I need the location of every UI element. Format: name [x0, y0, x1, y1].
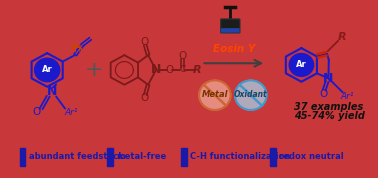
Text: H: H: [74, 44, 81, 54]
Circle shape: [35, 58, 60, 82]
Circle shape: [235, 80, 266, 110]
Text: N: N: [323, 72, 334, 85]
FancyBboxPatch shape: [221, 19, 240, 33]
Bar: [181, 148, 187, 166]
Text: C-H functionalization: C-H functionalization: [191, 152, 291, 161]
Text: Ar¹: Ar¹: [340, 92, 354, 101]
Text: Metal: Metal: [201, 90, 228, 99]
Text: O: O: [33, 107, 41, 117]
Text: O: O: [166, 65, 174, 75]
Text: 37 examples: 37 examples: [294, 102, 364, 112]
Text: abundant feedstock: abundant feedstock: [29, 152, 124, 161]
Text: Ar: Ar: [296, 60, 307, 69]
Bar: [270, 148, 276, 166]
Text: Ar: Ar: [42, 66, 53, 74]
Text: Eosin Y: Eosin Y: [213, 44, 255, 54]
Text: O: O: [141, 93, 149, 103]
Circle shape: [199, 80, 231, 110]
Text: +: +: [85, 60, 103, 80]
Text: N: N: [151, 64, 161, 77]
Text: R: R: [193, 65, 201, 75]
Text: N: N: [47, 85, 58, 98]
Text: 45-74% yield: 45-74% yield: [294, 111, 364, 121]
Bar: [20, 148, 25, 166]
FancyBboxPatch shape: [221, 28, 240, 33]
Text: O: O: [178, 51, 186, 61]
Text: redox neutral: redox neutral: [279, 152, 344, 161]
Text: Ar¹: Ar¹: [65, 108, 78, 117]
Text: O: O: [319, 89, 327, 99]
Text: O: O: [141, 37, 149, 47]
Text: Oxidant: Oxidant: [234, 90, 268, 99]
Text: C: C: [179, 66, 185, 74]
Circle shape: [289, 54, 314, 76]
Text: R: R: [338, 32, 346, 42]
Text: metal-free: metal-free: [116, 152, 167, 161]
Bar: [107, 148, 113, 166]
